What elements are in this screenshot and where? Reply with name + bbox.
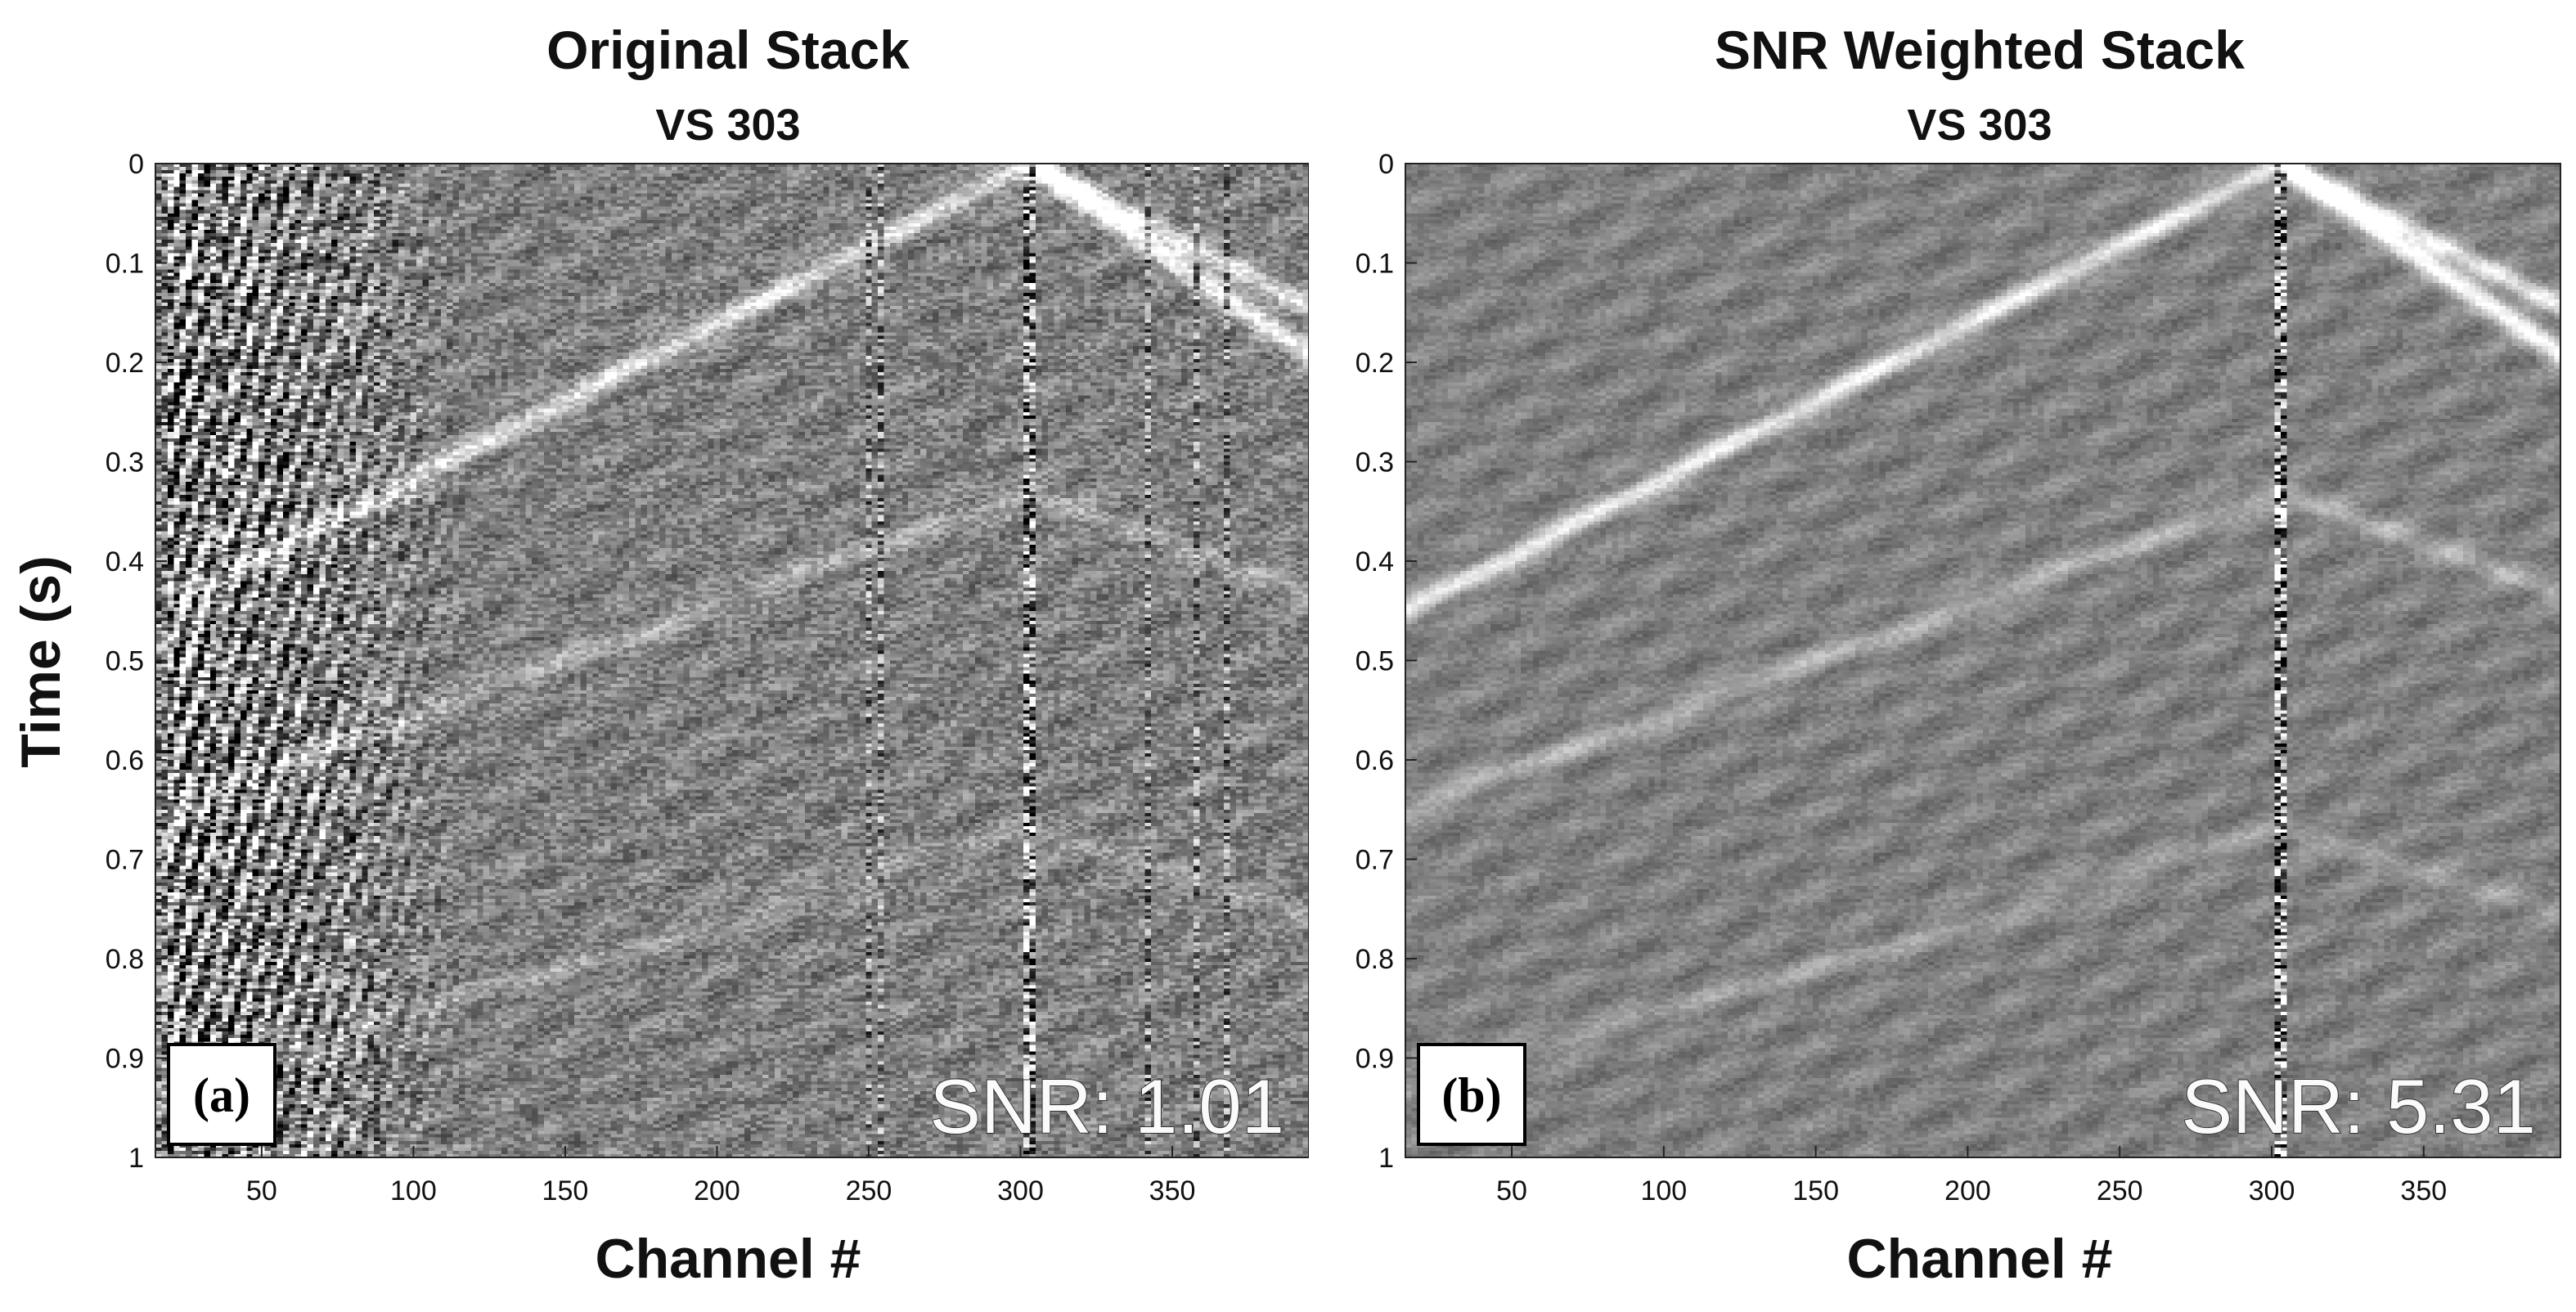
y-tick-label: 0 (128, 149, 144, 180)
y-tick-label: 0.3 (106, 447, 144, 479)
y-tick-label: 0.6 (1355, 745, 1394, 776)
y-tick-label: 0.3 (1355, 447, 1394, 479)
snr-annotation: SNR: 1.01 (929, 1063, 1284, 1149)
heatmap-raster (1405, 164, 2560, 1157)
y-tick-label: 0.5 (106, 646, 144, 677)
y-tick-label: 0.4 (106, 546, 144, 577)
y-tick-label: 0 (1378, 149, 1394, 180)
y-tick-label: 0.9 (1355, 1044, 1394, 1075)
x-tick-label: 300 (2249, 1175, 2295, 1206)
plot-area: 50 100 150 200 250 300 350 0 0.1 0.2 0.3 0.4 0.5 0.6 0… (65, 147, 1310, 1231)
y-tick-label: 0.4 (1355, 546, 1394, 577)
x-tick-label: 250 (2097, 1175, 2143, 1206)
y-tick-label: 1 (128, 1143, 144, 1174)
y-tick-label: 1 (1378, 1143, 1394, 1174)
x-tick-label: 250 (846, 1175, 892, 1206)
heatmap-raster (155, 164, 1309, 1157)
panel-tag-box (167, 1043, 276, 1146)
x-tick-label: 100 (390, 1175, 437, 1206)
x-tick-label: 50 (1496, 1175, 1527, 1206)
y-tick-label: 0.9 (106, 1044, 144, 1075)
x-tick-label: 150 (1792, 1175, 1839, 1206)
y-tick-label: 0.8 (106, 944, 144, 975)
panel-b: SNR Weighted Stack VS 303 50 100 150 200 250… (1309, 0, 2576, 1312)
x-axis-label: Channel # (595, 1228, 861, 1290)
y-tick-label: 0.8 (1355, 944, 1394, 975)
chart-title: SNR Weighted Stack (1715, 20, 2245, 80)
y-tick-label: 0.7 (106, 845, 144, 876)
heatmap-svg: 50 100 150 200 250 300 350 0 0.1 0.2 0.3 0.4 0.5 0.6 0… (1355, 149, 2561, 1206)
panel-tag-label: (a) (193, 1068, 250, 1122)
x-tick-label: 300 (997, 1175, 1044, 1206)
chart-subtitle: VS 303 (1907, 101, 2052, 150)
y-tick-label: 0.5 (1355, 646, 1394, 677)
panel-tag-label: (b) (1441, 1068, 1501, 1122)
x-tick-label: 50 (246, 1175, 277, 1206)
chart-subtitle: VS 303 (655, 101, 801, 150)
y-tick-label: 0.2 (106, 348, 144, 379)
chart-title: Original Stack (546, 20, 910, 80)
heatmap-svg: 50 100 150 200 250 300 350 0 0.1 0.2 0.3 0.4 0.5 0.6 0… (106, 149, 1310, 1206)
snr-annotation: SNR: 5.31 (2181, 1063, 2536, 1149)
y-tick-label: 0.1 (1355, 249, 1394, 280)
plot-area: 50 100 150 200 250 300 350 0 0.1 0.2 0.3 0.4 0.5 0.6 0… (1309, 147, 2576, 1231)
y-tick-label: 0.2 (1355, 348, 1394, 379)
y-tick-label: 0.6 (106, 745, 144, 776)
y-axis-label: Time (s) (10, 555, 72, 768)
x-tick-label: 150 (542, 1175, 589, 1206)
x-tick-label: 200 (1944, 1175, 1991, 1206)
x-axis-label: Channel # (1846, 1228, 2113, 1290)
y-tick-label: 0.7 (1355, 845, 1394, 876)
x-tick-label: 350 (1149, 1175, 1196, 1206)
panel-a: Original Stack VS 303 Time (s) 50 100 150 2… (10, 20, 1310, 1290)
y-tick-label: 0.1 (106, 249, 144, 280)
x-tick-label: 350 (2400, 1175, 2447, 1206)
x-tick-label: 100 (1640, 1175, 1687, 1206)
panel-tag-box (1417, 1043, 1526, 1146)
x-tick-label: 200 (694, 1175, 740, 1206)
